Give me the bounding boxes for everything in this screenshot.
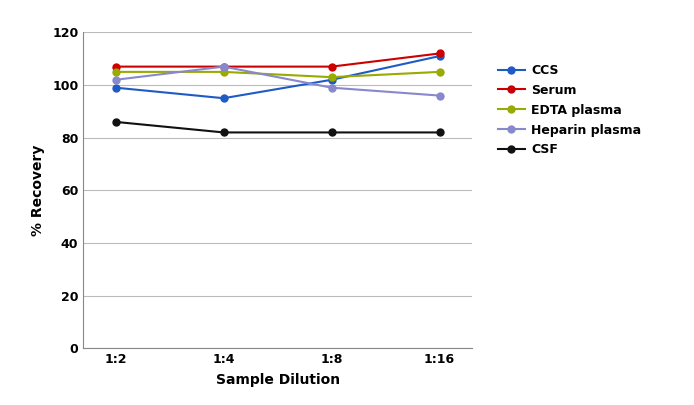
Y-axis label: % Recovery: % Recovery [31,145,45,236]
CCS [219,96,228,100]
Legend: CCS, Serum, EDTA plasma, Heparin plasma, CSF: CCS, Serum, EDTA plasma, Heparin plasma,… [498,64,641,156]
CSF [112,119,120,124]
Serum [435,51,443,56]
Line: EDTA plasma: EDTA plasma [112,68,443,81]
EDTA plasma [328,75,336,79]
Heparin plasma [112,77,120,82]
CCS [435,53,443,58]
Serum [112,64,120,69]
EDTA plasma [112,70,120,75]
Heparin plasma [219,64,228,69]
CCS [328,77,336,82]
Line: CCS: CCS [112,53,443,102]
Heparin plasma [435,93,443,98]
Line: CSF: CSF [112,118,443,136]
Heparin plasma [328,85,336,90]
CCS [112,85,120,90]
CSF [328,130,336,135]
CSF [435,130,443,135]
Serum [219,64,228,69]
X-axis label: Sample Dilution: Sample Dilution [216,373,339,387]
EDTA plasma [219,70,228,75]
Line: Serum: Serum [112,50,443,70]
EDTA plasma [435,70,443,75]
CSF [219,130,228,135]
Line: Heparin plasma: Heparin plasma [112,63,443,99]
Serum [328,64,336,69]
